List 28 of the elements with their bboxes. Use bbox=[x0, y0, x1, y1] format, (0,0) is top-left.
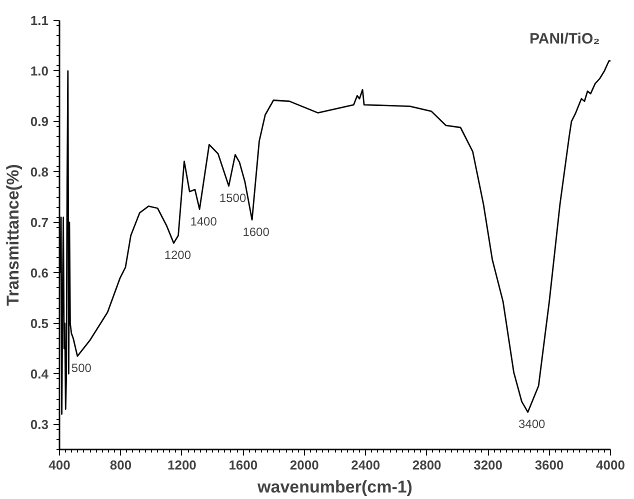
x-tick-label: 800 bbox=[110, 458, 132, 472]
y-tick-label: 0.7 bbox=[30, 214, 49, 230]
x-tick-label: 2800 bbox=[412, 458, 442, 472]
text: PANI/TiO₂ bbox=[530, 30, 600, 48]
y-tick-label: 0.6 bbox=[30, 265, 49, 280]
annotation: 1600 bbox=[242, 224, 270, 239]
x-axis-title: wavenumber(cm-1) bbox=[256, 478, 412, 496]
annotation: 1500 bbox=[219, 191, 246, 206]
x-tick-label: 3200 bbox=[474, 458, 503, 472]
annotation: 1200 bbox=[164, 248, 192, 262]
annotation: 3400 bbox=[518, 417, 546, 432]
y-tick-label: 1.1 bbox=[30, 13, 49, 28]
y-tick-label: 0.9 bbox=[30, 114, 49, 129]
y-tick-label: 1.0 bbox=[30, 63, 49, 78]
y-tick-label: 0.4 bbox=[30, 366, 50, 382]
annotation: 1400 bbox=[190, 214, 218, 228]
x-tick-label: 3600 bbox=[534, 458, 564, 472]
y-tick-label: 0.3 bbox=[30, 416, 49, 432]
y-axis-title: Transmittance(%) bbox=[3, 164, 22, 306]
x-tick-label: 2000 bbox=[290, 458, 319, 472]
x-tick-label: 4000 bbox=[596, 458, 625, 472]
x-tick-label: 1600 bbox=[228, 458, 258, 472]
x-tick-label: 400 bbox=[48, 458, 70, 472]
annotation: 500 bbox=[71, 361, 92, 376]
x-tick-label: 1200 bbox=[167, 458, 196, 472]
x-tick-label: 2400 bbox=[351, 458, 380, 472]
y-tick-label: 0.8 bbox=[30, 164, 49, 180]
y-tick-label: 0.5 bbox=[30, 316, 49, 331]
